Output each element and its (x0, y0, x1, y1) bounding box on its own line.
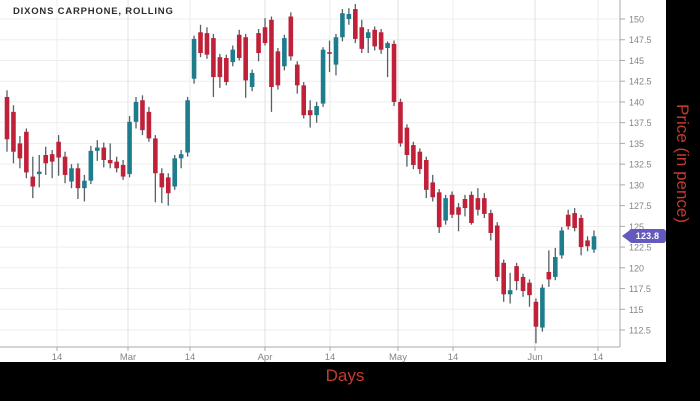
svg-text:14: 14 (593, 352, 604, 362)
svg-text:Apr: Apr (258, 352, 273, 362)
svg-text:14: 14 (185, 352, 196, 362)
svg-text:122.5: 122.5 (629, 243, 652, 253)
x-axis-title: Days (325, 366, 365, 385)
svg-text:150: 150 (629, 15, 644, 25)
svg-text:14: 14 (52, 352, 63, 362)
svg-text:117.5: 117.5 (629, 284, 651, 294)
svg-text:130: 130 (629, 180, 644, 190)
svg-text:127.5: 127.5 (629, 201, 652, 211)
last-price-value: 123.8 (635, 231, 660, 242)
svg-text:Mar: Mar (120, 352, 136, 362)
svg-text:140: 140 (629, 97, 644, 107)
svg-text:115: 115 (629, 305, 643, 315)
svg-text:145: 145 (629, 56, 644, 66)
svg-text:14: 14 (448, 352, 459, 362)
svg-text:147.5: 147.5 (629, 35, 652, 45)
chart-title: DIXONS CARPHONE, ROLLING (13, 6, 174, 17)
svg-text:120: 120 (629, 263, 644, 273)
bottom-black-band (0, 362, 700, 401)
candlestick-chart[interactable]: 150 147.5 145 142.5 140 137.5 135 132.5 130 127.5… (0, 0, 666, 363)
svg-text:125: 125 (629, 222, 644, 232)
svg-text:142.5: 142.5 (629, 77, 652, 87)
svg-text:112.5: 112.5 (629, 325, 651, 335)
svg-text:137.5: 137.5 (629, 118, 652, 128)
svg-text:Jun: Jun (527, 352, 542, 362)
svg-text:135: 135 (629, 139, 644, 149)
chart-plot-area: 150 147.5 145 142.5 140 137.5 135 132.5 130 127.5… (0, 0, 666, 363)
svg-text:14: 14 (325, 352, 336, 362)
svg-text:132.5: 132.5 (629, 160, 652, 170)
last-price-tag: 123.8 (622, 229, 666, 244)
svg-text:May: May (389, 352, 407, 362)
right-black-band (666, 0, 700, 401)
y-axis-title: Price (in pence) (673, 104, 692, 224)
